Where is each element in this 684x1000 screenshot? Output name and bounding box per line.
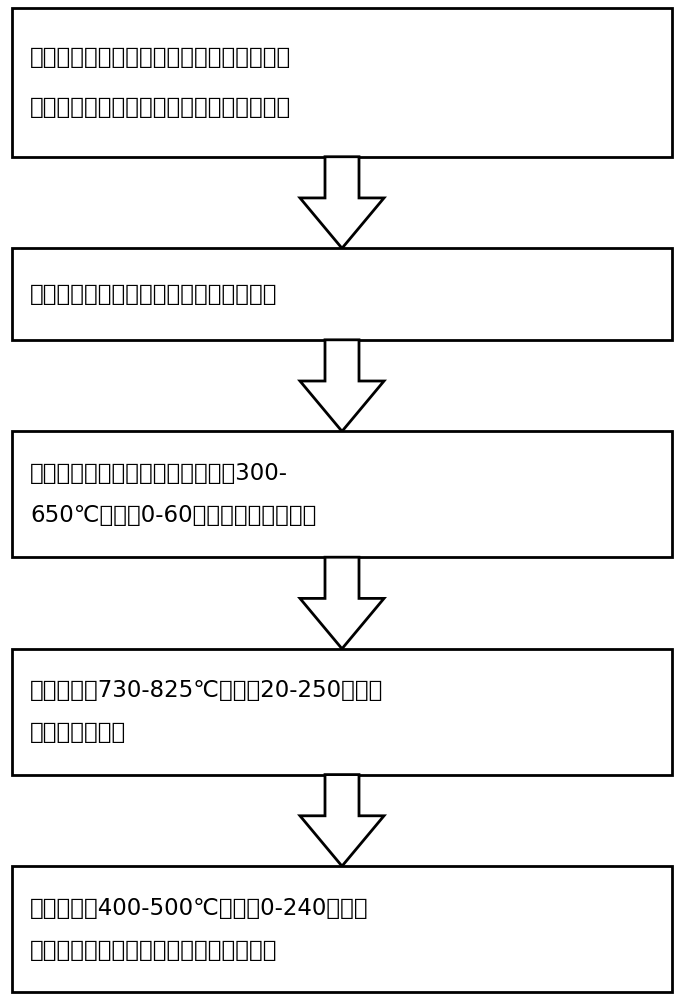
Text: 完成充氧，得到稀土钡铜氧高温超导膜。: 完成充氧，得到稀土钡铜氧高温超导膜。 <box>30 939 278 962</box>
Text: 完成烧结晶化；: 完成烧结晶化； <box>30 721 127 744</box>
Text: 将前驱物均匀涂覆于基底上形成前驱膜；: 将前驱物均匀涂覆于基底上形成前驱膜； <box>30 283 278 306</box>
Bar <box>12 248 672 340</box>
Text: 分散于溶剂中，搅拌后得到均匀的前驱物；: 分散于溶剂中，搅拌后得到均匀的前驱物； <box>30 96 291 119</box>
Bar <box>12 649 672 775</box>
Polygon shape <box>300 340 384 431</box>
Polygon shape <box>300 775 384 866</box>
Polygon shape <box>300 557 384 649</box>
Text: 将炉温降至400-500℃并保温0-240分钟，: 将炉温降至400-500℃并保温0-240分钟， <box>30 897 369 920</box>
Text: 将前驱膜置入热处理炉中，升温至300-: 将前驱膜置入热处理炉中，升温至300- <box>30 462 288 485</box>
Text: 称量稀土金属盐、钡盐、铜盐和三氟乙酸，: 称量稀土金属盐、钡盐、铜盐和三氟乙酸， <box>30 46 291 69</box>
Polygon shape <box>300 157 384 248</box>
Bar <box>12 431 672 557</box>
Bar <box>12 8 672 157</box>
Bar <box>12 866 672 992</box>
Text: 650℃并保温0-60分钟，完成热分解；: 650℃并保温0-60分钟，完成热分解； <box>30 504 317 527</box>
Text: 将炉温升至730-825℃并保温20-250分钟，: 将炉温升至730-825℃并保温20-250分钟， <box>30 679 383 702</box>
